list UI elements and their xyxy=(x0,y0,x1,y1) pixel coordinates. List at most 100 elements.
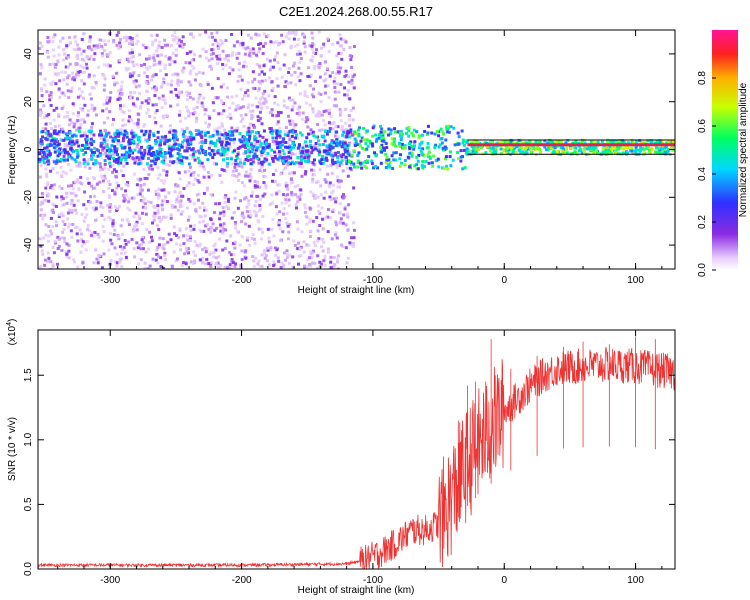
heatmap-cell xyxy=(109,149,113,153)
heatmap-cell xyxy=(382,146,386,150)
heatmap-cell xyxy=(232,137,236,141)
heatmap-cell xyxy=(348,135,352,139)
heatmap-cell xyxy=(261,146,265,150)
heatmap-cell xyxy=(55,158,59,162)
heatmap-cell xyxy=(279,239,283,243)
heatmap-cell xyxy=(246,158,250,162)
heatmap-cell xyxy=(65,191,69,195)
heatmap-cell xyxy=(74,75,78,79)
heatmap-cell xyxy=(275,212,279,216)
heatmap-cell xyxy=(296,195,300,199)
heatmap-cell xyxy=(444,157,448,161)
heatmap-cell xyxy=(276,146,280,150)
heatmap-cell xyxy=(128,75,132,79)
heatmap-cell xyxy=(93,230,97,234)
heatmap-cell xyxy=(296,136,300,140)
heatmap-cell xyxy=(268,68,272,72)
heatmap-cell xyxy=(249,162,253,166)
colorbar-tick-label: 0.8 xyxy=(697,71,708,85)
heatmap-cell xyxy=(279,111,283,115)
heatmap-cell xyxy=(420,163,424,167)
heatmap-cell xyxy=(130,51,134,55)
heatmap-cell xyxy=(152,134,156,138)
heatmap-cell xyxy=(222,133,226,137)
heatmap-cell xyxy=(199,84,203,88)
heatmap-cell xyxy=(305,116,309,120)
heatmap-cell xyxy=(208,65,212,69)
heatmap-cell xyxy=(70,121,74,125)
heatmap-cell xyxy=(149,200,153,204)
heatmap-cell xyxy=(42,152,46,156)
heatmap-cell xyxy=(204,150,208,154)
heatmap-cell xyxy=(188,236,192,240)
heatmap-cell xyxy=(50,95,54,99)
heatmap-cell xyxy=(444,164,448,168)
heatmap-cell xyxy=(154,258,158,262)
heatmap-cell xyxy=(71,140,75,144)
heatmap-cell xyxy=(39,63,43,67)
snr-y-tick-label: 0.0 xyxy=(23,562,34,576)
heatmap-cell xyxy=(310,31,314,35)
heatmap-cell xyxy=(143,151,147,155)
heatmap-cell xyxy=(328,129,332,133)
heatmap-cell xyxy=(344,40,348,44)
heatmap-cell xyxy=(127,59,131,63)
heatmap-cell xyxy=(51,262,55,266)
heatmap-cell xyxy=(653,141,657,145)
heatmap-cell xyxy=(242,64,246,68)
heatmap-cell xyxy=(120,84,124,88)
heatmap-cell xyxy=(127,138,131,142)
heatmap-cell xyxy=(465,141,469,145)
heatmap-cell xyxy=(262,72,266,76)
heatmap-cell xyxy=(171,73,175,77)
heatmap-cell xyxy=(72,47,76,51)
heatmap-cell xyxy=(109,135,113,139)
heatmap-cell xyxy=(243,174,247,178)
heatmap-cell xyxy=(103,63,107,67)
heatmap-cell xyxy=(38,152,42,156)
heatmap-cell xyxy=(511,149,515,153)
heatmap-cell xyxy=(65,45,69,49)
heatmap-cell xyxy=(348,46,352,50)
heatmap-cell xyxy=(333,86,337,90)
snr-frame xyxy=(37,329,676,570)
heatmap-cell xyxy=(394,144,398,148)
heatmap-cell xyxy=(192,183,196,187)
heatmap-cell xyxy=(63,142,67,146)
heatmap-cell xyxy=(80,182,84,186)
heatmap-cell xyxy=(63,223,67,227)
heatmap-cell xyxy=(105,138,109,142)
heatmap-cell xyxy=(379,130,383,134)
heatmap-cell xyxy=(543,139,547,143)
heatmap-cell xyxy=(224,200,228,204)
heatmap-cell xyxy=(208,135,212,139)
heatmap-cell xyxy=(348,124,352,128)
heatmap-cell xyxy=(316,239,320,243)
heatmap-cell xyxy=(341,142,345,146)
heatmap-cell xyxy=(196,198,200,202)
heatmap-cell xyxy=(348,241,352,245)
heatmap-cell xyxy=(348,118,352,122)
heatmap-cell xyxy=(318,143,322,147)
heatmap-cell xyxy=(231,162,235,166)
heatmap-cell xyxy=(44,122,48,126)
heatmap-cell xyxy=(587,146,591,150)
heatmap-cell xyxy=(369,141,373,145)
heatmap-cell xyxy=(256,105,260,109)
heatmap-cell xyxy=(289,44,293,48)
heatmap-cell xyxy=(345,162,349,166)
heatmap-cell xyxy=(78,126,82,130)
heatmap-cell xyxy=(147,135,151,139)
heatmap-cell xyxy=(82,82,86,86)
heatmap-cell xyxy=(113,145,117,149)
heatmap-cell xyxy=(92,74,96,78)
heatmap-cell xyxy=(306,265,310,269)
heatmap-cell xyxy=(273,154,277,158)
heatmap-cell xyxy=(145,139,149,143)
heatmap-cell xyxy=(316,229,320,233)
heatmap-cell xyxy=(207,123,211,127)
heatmap-cell xyxy=(202,165,206,169)
heatmap-cell xyxy=(337,90,341,94)
heatmap-cell xyxy=(191,58,195,62)
heatmap-cell xyxy=(118,260,122,264)
